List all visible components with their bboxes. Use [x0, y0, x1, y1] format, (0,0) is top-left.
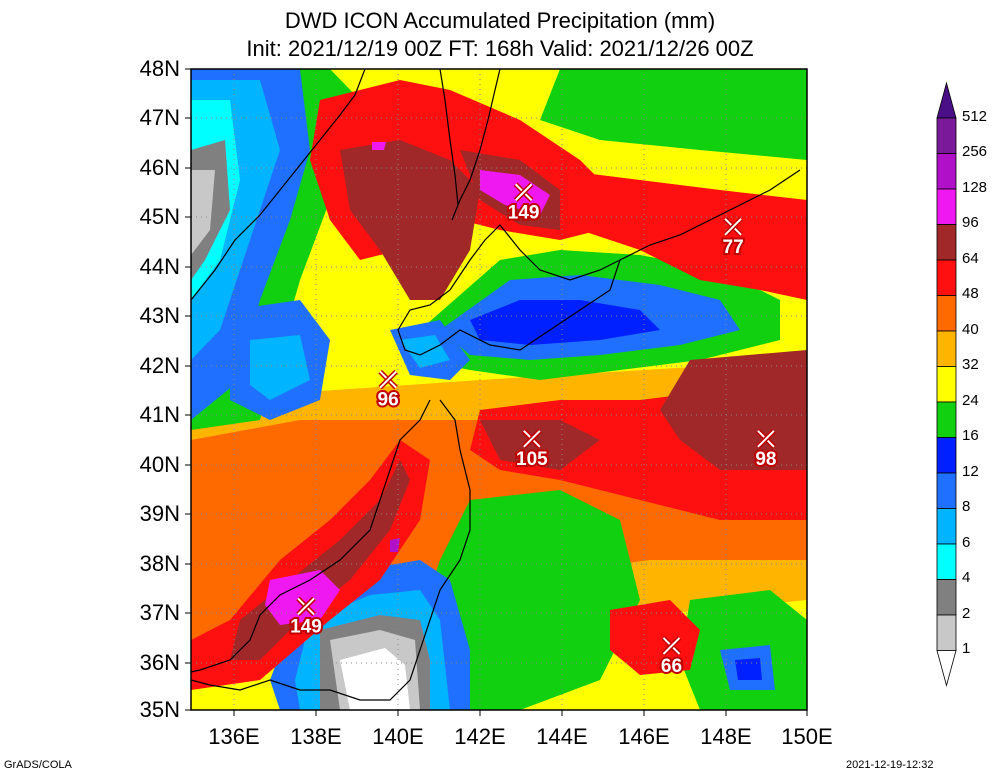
lon-label: 138E [290, 724, 342, 749]
max-marker: 149 [288, 596, 324, 639]
lat-label: 45N [139, 204, 180, 229]
colorbar-label: 64 [962, 250, 979, 267]
lon-label: 136E [208, 724, 260, 749]
lat-label: 41N [139, 402, 180, 427]
colorbar-label: 8 [962, 498, 971, 515]
colorbar-label: 4 [962, 569, 971, 586]
lat-label: 48N [139, 56, 180, 81]
lat-label: 35N [139, 697, 180, 722]
lat-label: 44N [139, 254, 180, 279]
colorbar-label: 32 [962, 356, 979, 373]
max-marker-value: 96 [378, 390, 399, 411]
colorbar-swatch [936, 401, 957, 438]
colorbar-swatch [936, 437, 957, 474]
lat-label: 47N [139, 105, 180, 130]
colorbar-swatch [936, 579, 957, 616]
colorbar-swatch [936, 259, 957, 296]
colorbar-swatch [936, 543, 957, 580]
lat-label: 38N [139, 551, 180, 576]
max-marker: 77 [721, 217, 746, 260]
max-marker-value: 98 [755, 449, 776, 470]
max-marker: 149 [506, 182, 541, 225]
lat-label: 42N [139, 353, 180, 378]
lon-label: 144E [536, 724, 588, 749]
colorbar-swatch [936, 295, 957, 332]
colorbar-swatch [936, 614, 957, 651]
max-marker: 105 [514, 429, 550, 472]
colorbar-label: 40 [962, 321, 979, 338]
colorbar-label: 2 [962, 605, 971, 622]
lat-label: 37N [139, 600, 180, 625]
lat-label: 43N [139, 303, 180, 328]
colorbar-top-arrow [936, 81, 957, 119]
colorbar-label: 512 [962, 108, 988, 125]
colorbar-swatch [936, 117, 957, 154]
lon-label: 146E [618, 724, 670, 749]
map-title: DWD ICON Accumulated Precipitation (mm) [284, 8, 716, 33]
max-marker: 96 [376, 369, 401, 413]
max-marker-value: 66 [661, 656, 682, 677]
lat-label: 46N [139, 155, 180, 180]
max-marker: 66 [659, 636, 684, 679]
colorbar-swatch [936, 472, 957, 509]
lon-label: 140E [372, 724, 424, 749]
coastlines [191, 69, 801, 701]
lon-label: 148E [700, 724, 752, 749]
lon-label: 142E [454, 724, 506, 749]
max-marker-value: 105 [516, 449, 548, 470]
colorbar-label: 256 [962, 143, 988, 160]
colorbar-swatch [936, 330, 957, 367]
max-marker-value: 149 [290, 616, 322, 637]
footer-timestamp: 2021-12-19-12:32 [846, 759, 934, 771]
footer-credit: GrADS/COLA [4, 759, 72, 771]
colorbar-swatch [936, 224, 957, 261]
max-markers: 149 77 96 105 98 149 66 [288, 182, 779, 679]
colorbar-swatch [936, 366, 957, 403]
colorbar-label: 12 [962, 463, 979, 480]
max-marker: 98 [753, 429, 779, 472]
colorbar-label: 6 [962, 534, 971, 551]
colorbar-label: 24 [962, 392, 979, 409]
max-marker-value: 149 [508, 202, 540, 223]
lat-label: 40N [139, 452, 180, 477]
colorbar-bottom-arrow [936, 650, 957, 688]
colorbar-label: 16 [962, 427, 979, 444]
lat-label: 36N [139, 650, 180, 675]
colorbar-swatch [936, 508, 957, 545]
colorbar-label: 1 [962, 640, 971, 657]
colorbar-label: 96 [962, 214, 979, 231]
lon-label: 150E [781, 724, 833, 749]
colorbar-swatch [936, 153, 957, 190]
lat-label: 39N [139, 501, 180, 526]
colorbar-label: 128 [962, 179, 988, 196]
colorbar-label: 48 [962, 285, 979, 302]
colorbar-swatch [936, 188, 957, 225]
max-marker-value: 77 [723, 237, 744, 258]
map-subtitle: Init: 2021/12/19 00Z FT: 168h Valid: 202… [246, 36, 754, 61]
